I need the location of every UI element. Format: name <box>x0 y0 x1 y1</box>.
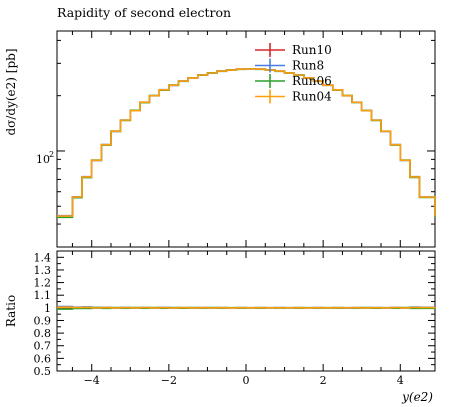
ratio-y-axis-label: Ratio <box>4 295 18 327</box>
ratio-y-tick-label: 1 <box>44 302 51 315</box>
ratio-axis-ticks: −4 −2 0 2 4 0.50.60.70.80.911.11.21.31.4 <box>34 250 435 387</box>
main-series-line-2 <box>57 67 436 219</box>
x-tick-label: −4 <box>84 374 100 387</box>
x-tick-label: 2 <box>320 374 327 387</box>
legend-label-3: Run04 <box>292 90 332 104</box>
x-tick-label: −2 <box>161 374 177 387</box>
ratio-y-tick-label: 1.4 <box>34 251 52 264</box>
ratio-y-tick-label: 1.2 <box>34 277 52 290</box>
ratio-y-tick-label: 0.6 <box>34 352 52 365</box>
main-plot-frame <box>56 30 436 248</box>
ratio-y-tick-label: 1.1 <box>34 289 52 302</box>
ratio-series-group <box>57 305 436 310</box>
chart-title: Rapidity of second electron <box>57 5 231 20</box>
main-series-line-0 <box>57 68 436 218</box>
x-axis-label: y(e2) <box>401 390 433 404</box>
legend-label-2: Run06 <box>292 74 332 88</box>
ratio-y-tick-label: 0.5 <box>34 365 52 378</box>
ratio-plot-frame <box>56 250 436 372</box>
main-y-tick-label-100: 10 <box>36 153 50 166</box>
main-series-line-3 <box>57 68 436 217</box>
ratio-y-tick-label: 0.9 <box>34 314 52 327</box>
main-series-group <box>57 67 436 219</box>
legend-label-0: Run10 <box>292 43 332 57</box>
legend-label-1: Run8 <box>292 59 324 73</box>
x-tick-label: 0 <box>243 374 250 387</box>
ratio-series-line-3 <box>57 306 436 309</box>
main-y-tick-exponent: 2 <box>49 150 54 159</box>
main-axis-ticks <box>57 31 435 248</box>
ratio-y-tick-label: 0.7 <box>34 340 52 353</box>
main-y-axis-label: dσ/dy(e2) [pb] <box>4 48 18 135</box>
main-series-line-1 <box>57 68 436 217</box>
x-tick-label: 4 <box>397 374 404 387</box>
ratio-y-tick-label: 0.8 <box>34 327 52 340</box>
ratio-y-tick-label: 1.3 <box>34 264 52 277</box>
